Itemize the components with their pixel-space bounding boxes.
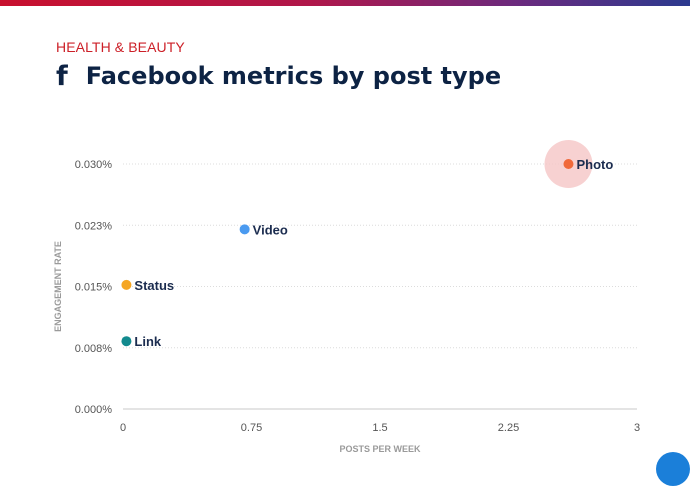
point-label-link: Link — [134, 334, 161, 349]
point-video — [239, 224, 250, 235]
x-tick-label: 1.5 — [372, 422, 387, 434]
page-title: Facebook metrics by post type — [85, 62, 502, 90]
category-label: HEALTH & BEAUTY — [56, 39, 185, 55]
y-tick-label: 0.000% — [75, 404, 113, 416]
point-link — [121, 336, 132, 347]
x-tick-label: 0 — [120, 422, 126, 434]
x-tick-label: 0.75 — [241, 422, 262, 434]
point-label-status: Status — [134, 278, 174, 293]
y-tick-label: 0.030% — [75, 159, 113, 171]
top-accent-bar — [0, 0, 690, 6]
scatter-chart: 0.000% 0.008% 0.015% 0.023% 0.030% 0 0.75 1.5 2.… — [53, 140, 640, 454]
title-row: f Facebook metrics by post type — [56, 58, 501, 94]
y-tick-label: 0.015% — [75, 282, 113, 294]
point-photo — [563, 159, 574, 169]
y-tick-label: 0.023% — [75, 220, 113, 232]
point-status — [121, 279, 132, 290]
help-chat-button[interactable] — [656, 452, 690, 486]
y-tick-label: 0.008% — [75, 343, 113, 355]
x-tick-label: 2.25 — [498, 422, 519, 434]
x-axis-title: POSTS PER WEEK — [339, 444, 421, 454]
x-tick-label: 3 — [634, 422, 640, 434]
facebook-icon: f — [56, 60, 68, 92]
point-label-photo: Photo — [576, 157, 613, 172]
y-axis-title: ENGAGEMENT RATE — [53, 241, 63, 332]
point-label-video: Video — [253, 222, 288, 237]
